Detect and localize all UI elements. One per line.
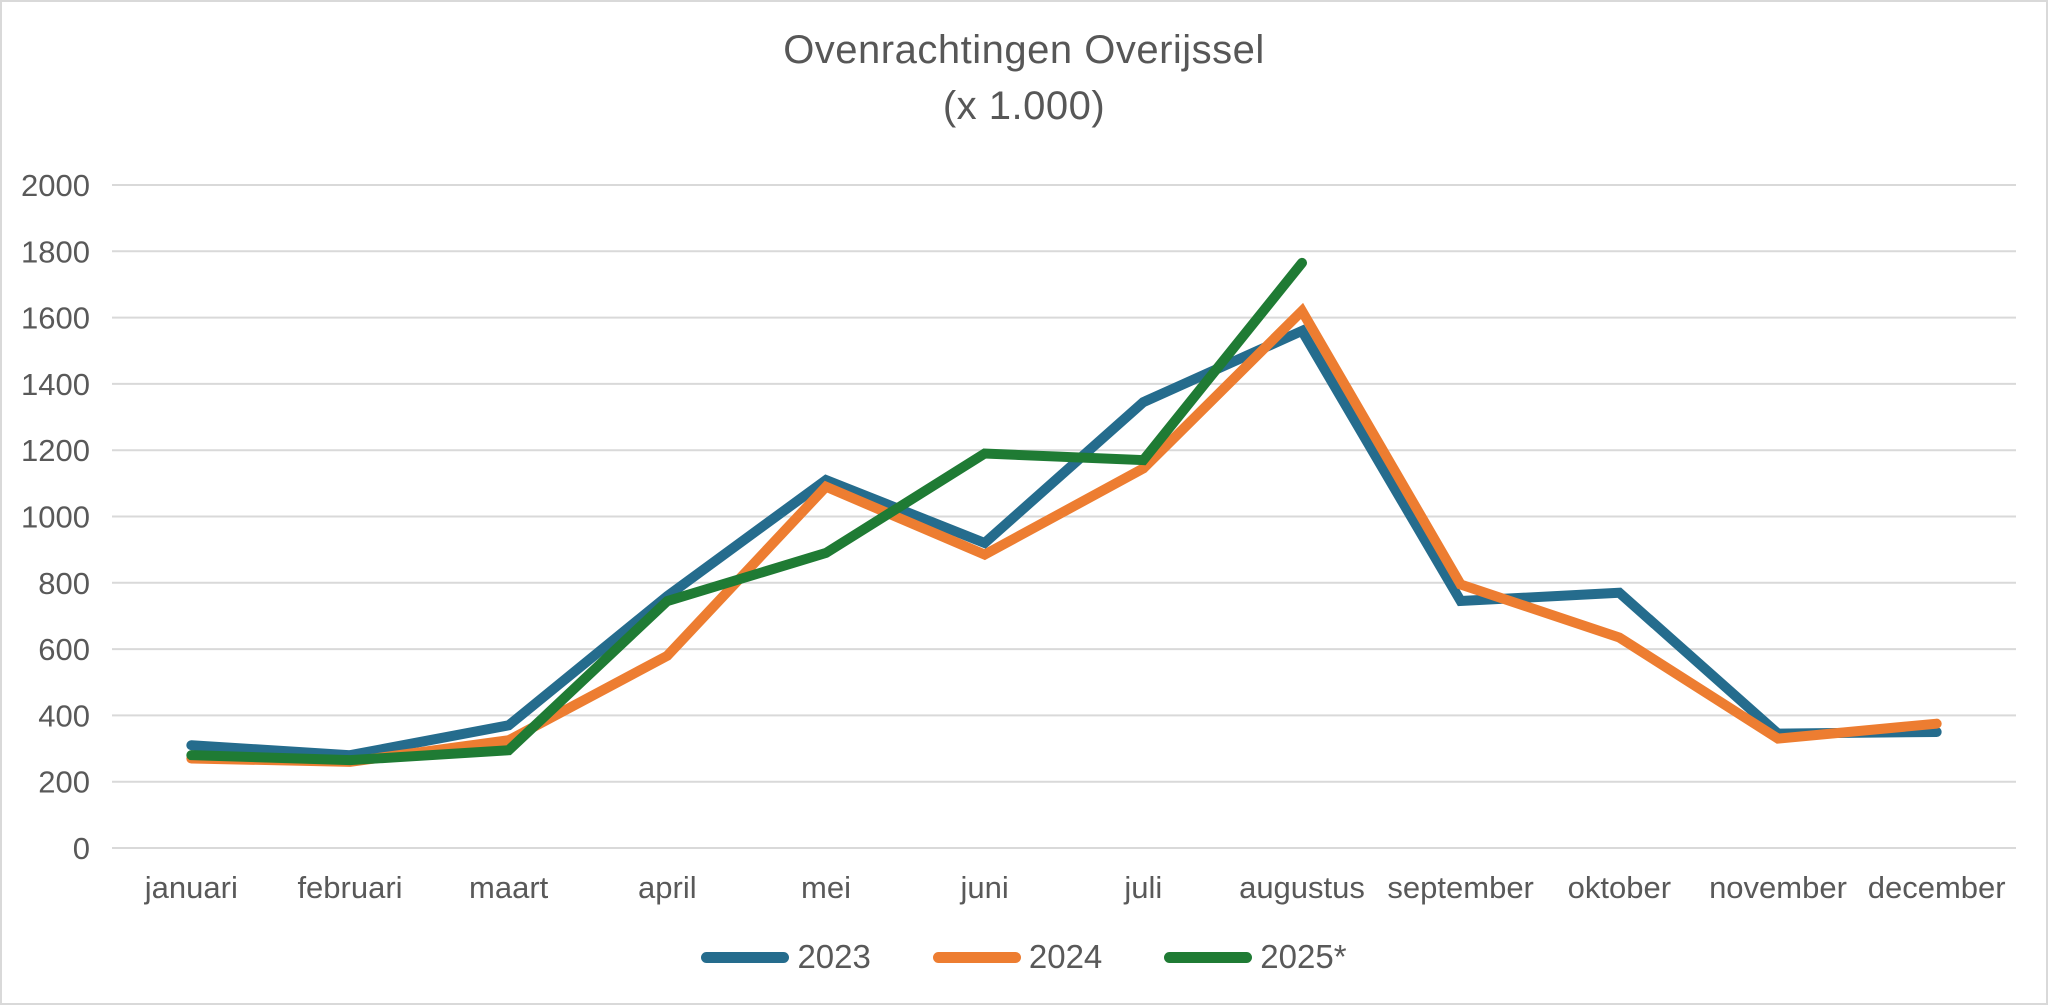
y-axis-tick-label: 400 [38,698,90,733]
y-axis-tick-label: 800 [38,566,90,601]
x-axis-label: september [1387,870,1533,905]
legend-item-2025: 2025* [1164,938,1347,976]
legend-item-2024: 2024 [932,938,1103,976]
y-axis-tick-label: 2000 [21,168,90,203]
chart-title: Ovenrachtingen Overijssel (x 1.000) [2,22,2046,134]
y-axis-tick-label: 1000 [21,500,90,535]
legend-label: 2023 [797,938,871,975]
series-line-2024 [186,302,1942,767]
x-axis-label: augustus [1239,870,1365,905]
legend: 2023 2024 2025* [2,938,2046,976]
y-axis-tick-label: 1800 [21,234,90,269]
x-axis-label: maart [469,870,549,905]
x-axis-label: januari [144,870,238,905]
y-axis-tick-label: 600 [38,632,90,667]
x-axis-label: december [1868,870,2006,905]
y-axis-tick-label: 200 [38,765,90,800]
chart-title-line2: (x 1.000) [942,84,1106,128]
y-axis-tick-label: 1400 [21,367,90,402]
y-axis-tick-label: 1200 [21,433,90,468]
legend-label: 2025* [1260,938,1347,975]
x-axis-label: mei [801,870,851,905]
legend-swatch [932,951,1021,963]
x-axis-label: oktober [1568,870,1671,905]
x-axis-label: april [638,870,697,905]
y-axis-tick-label: 0 [73,831,90,866]
series-line-2025 [186,257,1307,766]
x-axis-label: juni [960,870,1009,905]
x-axis-label: juli [1123,870,1162,905]
series-line-2023 [186,324,1942,761]
x-axis-label: november [1709,870,1847,905]
legend-label: 2024 [1028,938,1103,975]
x-axis-label: februari [297,870,402,905]
legend-swatch [1164,951,1253,963]
chart-title-line1: Ovenrachtingen Overijssel [783,28,1265,72]
legend-swatch [701,951,790,963]
y-axis-tick-label: 1600 [21,301,90,336]
legend-item-2023: 2023 [701,938,871,976]
